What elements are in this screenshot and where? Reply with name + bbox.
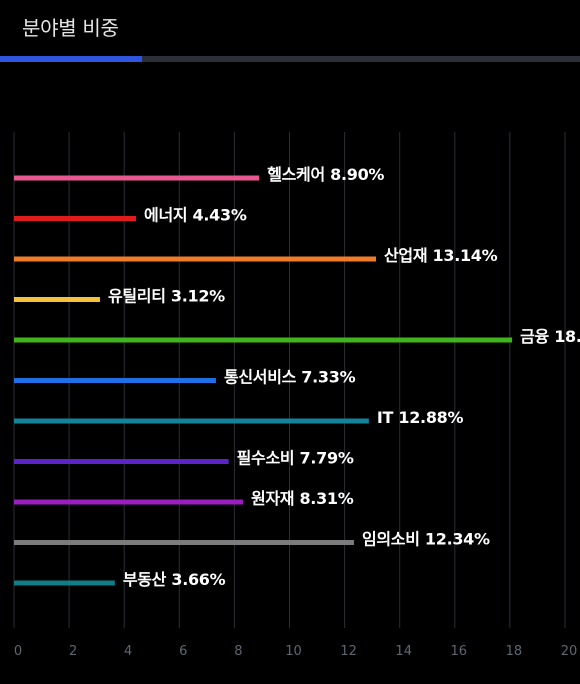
bar: [14, 337, 513, 343]
x-tick-label: 14: [395, 644, 412, 659]
bar: [14, 216, 137, 221]
x-tick-label: 18: [506, 644, 523, 659]
bar-label: 헬스케어 8.90%: [267, 165, 384, 184]
bar: [14, 297, 100, 302]
x-axis-ticks: 0 2 4 6 8 10 12 14 16 18 20: [14, 644, 577, 659]
x-tick-label: 12: [340, 644, 357, 659]
x-tick-label: 2: [69, 644, 77, 659]
bar: [14, 378, 216, 383]
bar-label: 금융 18.08%: [520, 327, 580, 346]
bar-label: 통신서비스 7.33%: [224, 368, 356, 387]
bar: [14, 499, 243, 505]
bar-label: 부동산 3.66%: [123, 570, 226, 589]
bar-label: 유틸리티 3.12%: [108, 287, 225, 306]
bar-label: 원자재 8.31%: [251, 489, 354, 508]
bars: [14, 175, 513, 586]
bar-label: IT 12.88%: [377, 408, 464, 427]
bar: [14, 459, 229, 464]
bar-label: 필수소비 7.79%: [237, 449, 354, 468]
x-tick-label: 4: [124, 644, 132, 659]
bar-label: 산업재 13.14%: [384, 246, 498, 265]
progress-bar: [0, 56, 580, 62]
header: 분야별 비중: [0, 0, 580, 56]
bar-labels: 헬스케어 8.90% 에너지 4.43% 산업재 13.14% 유틸리티 3.12% 금…: [108, 165, 580, 589]
bar: [14, 175, 260, 181]
progress-bar-fill: [0, 56, 143, 62]
x-tick-label: 20: [561, 644, 578, 659]
bar: [14, 540, 354, 545]
bar: [14, 418, 369, 424]
bar: [14, 256, 377, 262]
bar: [14, 580, 115, 586]
bar-label: 에너지 4.43%: [144, 206, 247, 225]
x-tick-label: 16: [451, 644, 468, 659]
page-title: 분야별 비중: [22, 16, 119, 40]
x-tick-label: 10: [285, 644, 302, 659]
x-tick-label: 8: [234, 644, 242, 659]
bar-label: 임의소비 12.34%: [362, 530, 490, 549]
x-tick-label: 6: [179, 644, 187, 659]
x-tick-label: 0: [14, 644, 22, 659]
